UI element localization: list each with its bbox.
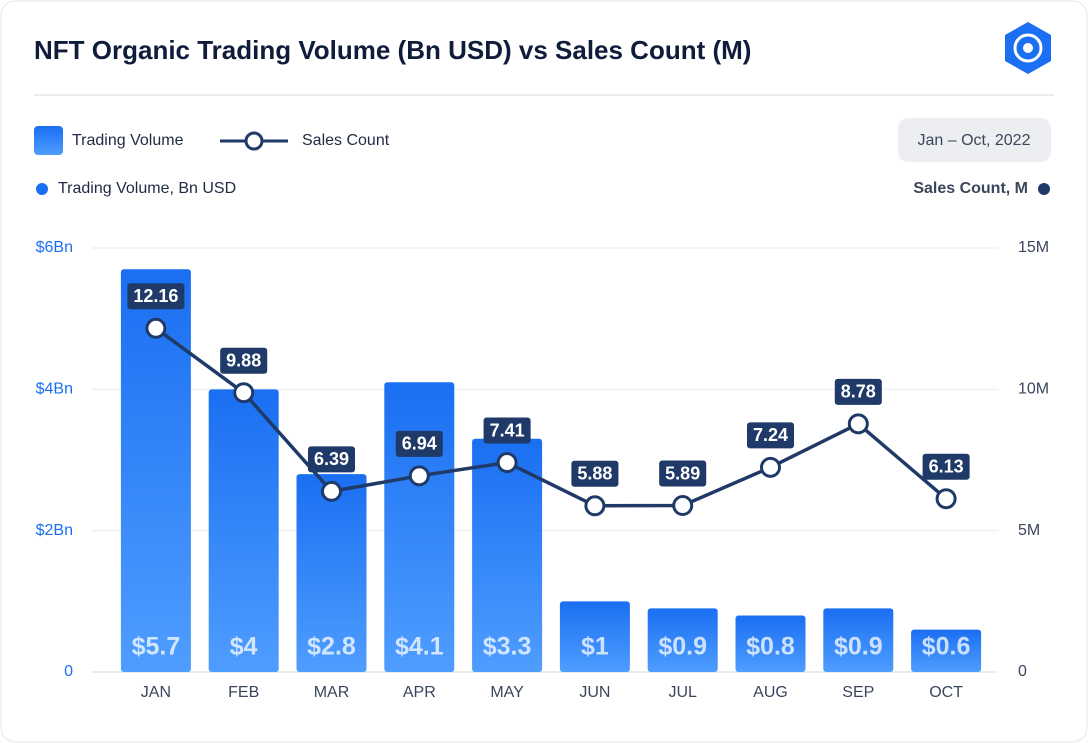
bar bbox=[472, 438, 543, 672]
sales-point bbox=[321, 480, 342, 502]
y2-tick-label: 0 bbox=[1018, 663, 1027, 680]
bar bbox=[647, 608, 718, 672]
data-label-box bbox=[127, 283, 185, 310]
data-label: 7.41 bbox=[490, 420, 525, 440]
data-label-box bbox=[834, 378, 882, 405]
sales-point bbox=[584, 495, 606, 517]
data-label-box bbox=[307, 446, 356, 473]
y-tick-label: 0 bbox=[64, 663, 73, 680]
sales-line bbox=[154, 326, 948, 508]
sales-point bbox=[760, 456, 781, 478]
data-label-box bbox=[746, 422, 795, 449]
y2-tick-label: 15M bbox=[1018, 239, 1049, 256]
x-tick-label: OCT bbox=[929, 684, 963, 701]
bar bbox=[823, 608, 894, 672]
x-tick-label: APR bbox=[403, 684, 436, 701]
legend-label: Trading Volume bbox=[72, 132, 184, 149]
axis-dot bbox=[1038, 183, 1050, 195]
bar-value-label: $0.8 bbox=[746, 633, 795, 661]
logo bbox=[1005, 22, 1051, 74]
bar bbox=[559, 601, 630, 672]
sales-point bbox=[496, 452, 518, 474]
y-tick-label: $2Bn bbox=[36, 522, 73, 539]
data-label: 6.39 bbox=[314, 449, 349, 469]
data-label: 8.78 bbox=[841, 382, 876, 402]
bar-value-label: $4 bbox=[230, 633, 258, 661]
bar bbox=[208, 389, 279, 672]
bar-value-label: $5.7 bbox=[132, 633, 181, 661]
data-label: 7.24 bbox=[753, 425, 788, 445]
data-label: 12.16 bbox=[133, 286, 178, 306]
y2-tick-label: 5M bbox=[1018, 522, 1040, 539]
bar-value-label: $0.9 bbox=[658, 633, 707, 661]
data-label-box bbox=[571, 460, 619, 487]
legend-swatch bbox=[34, 126, 63, 155]
bar bbox=[120, 269, 191, 672]
x-tick-label: JAN bbox=[141, 684, 171, 701]
sales-point bbox=[145, 317, 167, 339]
data-label-box bbox=[659, 460, 707, 487]
chart-title: NFT Organic Trading Volume (Bn USD) vs S… bbox=[34, 35, 751, 65]
data-label-box bbox=[220, 347, 268, 374]
data-label-box bbox=[395, 430, 443, 457]
date-pill bbox=[898, 118, 1051, 162]
sales-point bbox=[408, 465, 430, 487]
data-label: 6.13 bbox=[929, 456, 964, 476]
bar-value-label: $4.1 bbox=[395, 633, 444, 661]
x-tick-label: JUL bbox=[668, 684, 697, 701]
y2-axis-title: Sales Count, M bbox=[913, 180, 1028, 197]
x-tick-label: AUG bbox=[753, 684, 788, 701]
axis-dot bbox=[36, 183, 48, 195]
legend-swatch bbox=[244, 131, 264, 151]
sales-point bbox=[847, 413, 869, 435]
data-label: 9.88 bbox=[226, 350, 261, 370]
x-tick-label: FEB bbox=[228, 684, 259, 701]
bar-value-label: $0.6 bbox=[922, 633, 971, 661]
legend-label: Sales Count bbox=[302, 132, 390, 149]
data-label-box bbox=[922, 453, 970, 480]
bar-value-label: $3.3 bbox=[483, 633, 532, 661]
data-label: 5.89 bbox=[665, 463, 700, 483]
y-tick-label: $6Bn bbox=[36, 239, 73, 256]
bar bbox=[911, 629, 982, 672]
sales-point bbox=[233, 382, 255, 404]
bar bbox=[384, 382, 455, 672]
sales-point bbox=[935, 488, 957, 510]
y-axis-title: Trading Volume, Bn USD bbox=[58, 180, 236, 197]
bar-value-label: $1 bbox=[581, 633, 609, 661]
x-tick-label: MAR bbox=[314, 684, 350, 701]
bar bbox=[735, 615, 806, 672]
data-label-box bbox=[483, 417, 531, 444]
x-tick-label: SEP bbox=[842, 684, 874, 701]
y2-tick-label: 10M bbox=[1018, 381, 1049, 398]
bar-value-label: $2.8 bbox=[307, 633, 356, 661]
bar-value-label: $0.9 bbox=[834, 633, 883, 661]
y-tick-label: $4Bn bbox=[36, 381, 73, 398]
data-label: 6.94 bbox=[402, 434, 437, 454]
data-label: 5.88 bbox=[577, 464, 612, 484]
x-tick-label: JUN bbox=[579, 684, 610, 701]
x-tick-label: MAY bbox=[490, 684, 524, 701]
sales-point bbox=[672, 495, 694, 517]
date-range: Jan – Oct, 2022 bbox=[918, 132, 1031, 149]
bar bbox=[296, 474, 367, 672]
